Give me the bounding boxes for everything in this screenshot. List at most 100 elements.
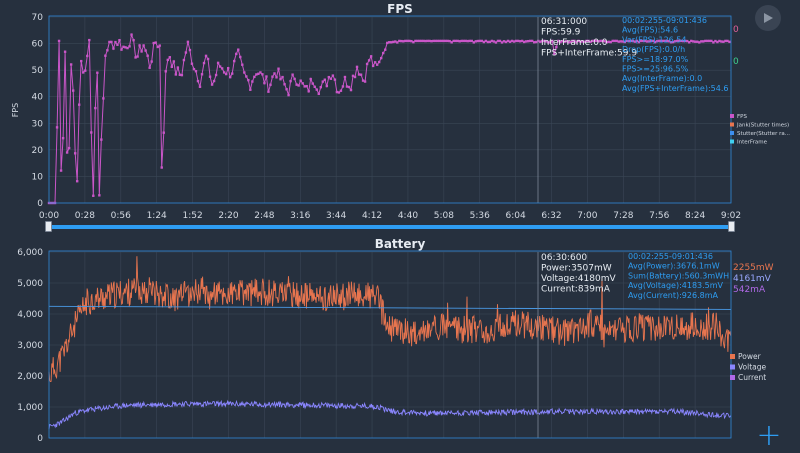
fps-data-point [661, 39, 665, 43]
fps-legend-item[interactable]: Stutter(Stutter ra... [737, 131, 790, 137]
fps-data-point [613, 39, 616, 43]
fps-tooltip-line: 06:31:000 [541, 17, 587, 27]
fps-data-point [597, 40, 600, 43]
fps-data-point [454, 39, 457, 43]
fps-data-point [305, 84, 308, 88]
fps-data-point [192, 67, 196, 71]
fps-x-tick-label: 6:32 [541, 211, 561, 221]
fps-x-tick-label: 0:00 [39, 211, 59, 221]
fps-data-point [406, 39, 409, 43]
battery-legend-item[interactable]: Current [738, 373, 766, 382]
fps-data-point [194, 70, 198, 73]
fps-data-point [430, 39, 433, 43]
fps-data-point [55, 126, 59, 129]
fps-data-point [436, 39, 439, 43]
fps-data-point [166, 58, 169, 62]
slider-start-handle[interactable] [45, 221, 52, 232]
fps-stat-line: FPS>=25:96.5% [622, 65, 689, 74]
fps-x-tick-label: 4:40 [398, 211, 418, 221]
fps-data-point [456, 39, 459, 43]
fps-data-point [498, 39, 502, 43]
fps-chart[interactable]: 70 60 50 40 30 20 10 0 0:00 0:28 0:56 1:24 1:52 2:20 2… [0, 0, 800, 240]
fps-data-point [80, 59, 83, 63]
fps-data-point [351, 74, 355, 78]
fps-data-point [587, 39, 590, 43]
fps-data-point [154, 41, 157, 44]
fps-data-point [222, 71, 226, 74]
fps-data-point [686, 39, 689, 43]
fps-data-point [162, 131, 165, 134]
fps-data-point [460, 39, 463, 43]
fps-data-point [522, 40, 526, 44]
fps-data-point [724, 39, 727, 43]
fps-data-point [202, 61, 206, 65]
fps-data-point [500, 41, 504, 44]
fps-data-point [92, 194, 95, 197]
fps-data-point [718, 39, 721, 43]
fps-x-tick-label: 2:48 [254, 211, 274, 221]
fps-data-point [321, 80, 325, 83]
fps-data-point [402, 40, 405, 43]
time-range-slider[interactable] [49, 225, 732, 229]
fps-data-point [309, 77, 312, 81]
fps-data-point [677, 39, 681, 43]
battery-legend-item[interactable]: Voltage [738, 363, 767, 372]
fps-data-point [432, 39, 435, 43]
fps-data-point [599, 39, 602, 43]
fps-data-point [706, 39, 709, 43]
fps-data-point [426, 39, 429, 43]
fps-x-tick-label: 2:20 [218, 211, 238, 221]
fps-data-point [474, 40, 478, 43]
fps-stat-line: Drop(FPS):0.0/h [622, 45, 685, 54]
fps-data-point [363, 80, 367, 83]
play-button[interactable] [755, 5, 781, 31]
fps-data-point [575, 41, 578, 44]
slider-end-handle[interactable] [728, 221, 735, 232]
fps-data-point [281, 75, 284, 79]
fps-data-point [174, 73, 178, 76]
fps-data-point [367, 59, 371, 62]
fps-chart-title: FPS [387, 2, 413, 16]
fps-data-point [490, 39, 494, 43]
fps-data-point [164, 70, 167, 73]
fps-x-tick-label: 4:12 [362, 211, 382, 221]
fps-data-point [347, 85, 351, 89]
fps-data-point [148, 66, 151, 69]
fps-data-point [535, 40, 538, 44]
fps-data-point [106, 49, 109, 52]
fps-data-point [506, 39, 510, 43]
battery-side-value: 4161mV [733, 274, 772, 284]
fps-data-point [243, 71, 246, 74]
fps-data-point [331, 74, 335, 77]
fps-x-tick-label: 5:36 [470, 211, 490, 221]
fps-legend-item[interactable]: FPS [737, 114, 747, 120]
fps-data-point [712, 41, 715, 44]
battery-stat-line: Avg(Power):3676.1mW [628, 262, 720, 271]
fps-data-point [593, 39, 596, 43]
fps-data-point [134, 56, 137, 59]
fps-data-point [669, 41, 673, 44]
fps-data-point [114, 40, 117, 44]
fps-data-point [400, 39, 403, 43]
fps-legend-item[interactable]: InterFrame [737, 140, 768, 146]
fps-data-point [595, 39, 598, 43]
fps-x-tick-label: 0:56 [111, 211, 131, 221]
fps-data-point [679, 39, 683, 43]
fps-data-point [541, 40, 544, 43]
fps-data-point [468, 39, 471, 43]
fps-data-point [65, 151, 69, 154]
battery-tooltip-line: Power:3507mW [541, 264, 612, 274]
fps-data-point [118, 39, 121, 42]
add-button[interactable]: + [756, 418, 782, 453]
fps-legend-item[interactable]: Jank(Stutter times) [736, 123, 789, 129]
battery-legend-item[interactable]: Power [738, 352, 762, 361]
fps-data-point [629, 39, 633, 43]
fps-data-point [88, 38, 91, 42]
fps-data-point [476, 39, 480, 43]
fps-data-point [728, 40, 731, 44]
fps-data-point [235, 52, 238, 56]
battery-y-tick-label: 0 [37, 434, 43, 444]
fps-data-point [379, 56, 383, 60]
fps-x-tick-label: 7:56 [649, 211, 669, 221]
fps-data-point [440, 39, 443, 43]
